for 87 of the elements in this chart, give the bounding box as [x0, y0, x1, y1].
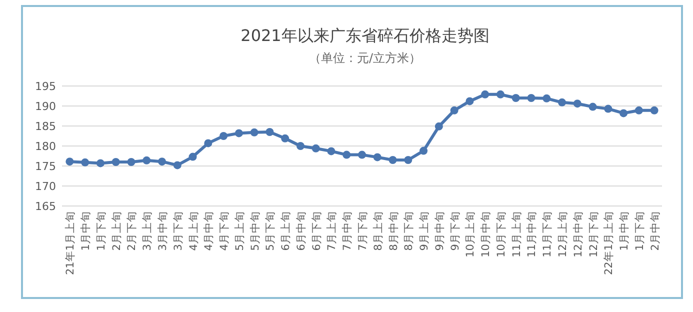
point: [496, 90, 504, 98]
point: [266, 128, 274, 136]
x-tick-label: 3月上旬: [140, 211, 154, 251]
point: [173, 161, 182, 170]
y-tick-label: 165: [35, 200, 56, 213]
chart-subtitle: （单位：元/立方米）: [308, 51, 422, 65]
x-tick-label: 8月下旬: [403, 211, 416, 251]
x-tick-label: 1月下旬: [95, 211, 108, 251]
point: [188, 152, 197, 161]
point: [558, 98, 566, 106]
x-tick-label: 11月上旬: [510, 211, 523, 258]
x-tick-label: 3月下旬: [172, 211, 184, 251]
x-tick-label: 22年1月上旬: [602, 211, 616, 276]
point: [220, 132, 228, 140]
y-tick-label: 195: [35, 80, 56, 93]
x-tick-label: 11月中旬: [525, 211, 538, 258]
point: [650, 106, 658, 114]
point: [573, 100, 582, 108]
x-tick-label: 3月中旬: [156, 211, 169, 251]
point: [588, 102, 597, 111]
y-tick-label: 180: [35, 140, 56, 153]
point: [250, 128, 258, 136]
x-tick-label: 12月上旬: [556, 211, 569, 258]
point: [542, 94, 551, 102]
x-tick-label: 2月下旬: [126, 211, 138, 251]
point: [481, 90, 490, 98]
point: [604, 104, 612, 113]
x-tick-label: 21年1月上旬: [64, 211, 77, 276]
x-tick-label: 5月下旬: [264, 211, 277, 251]
x-tick-label: 7月上旬: [325, 211, 338, 251]
point: [388, 156, 397, 164]
x-tick-label: 9月中旬: [432, 211, 446, 251]
x-tick-label: 10月中旬: [479, 211, 492, 258]
point: [634, 106, 643, 114]
x-tick-label: 6月中旬: [294, 211, 308, 251]
x-tick-label: 4月中旬: [202, 211, 216, 251]
x-tick-label: 10月下旬: [495, 211, 508, 258]
x-tick-label: 6月上旬: [279, 211, 292, 251]
point: [327, 147, 336, 156]
point: [512, 94, 520, 102]
point: [204, 139, 212, 148]
x-tick-label: 2月中旬: [648, 211, 662, 251]
x-tick-label: 10月上旬: [464, 211, 477, 258]
x-tick-label: 9月上旬: [418, 211, 431, 251]
x-tick-label: 5月上旬: [232, 211, 246, 251]
point: [450, 106, 458, 114]
point: [312, 144, 320, 152]
x-tick-label: 12月中旬: [571, 211, 584, 258]
x-tick-label: 7月下旬: [357, 211, 369, 251]
point: [66, 158, 74, 166]
point: [527, 94, 536, 102]
y-tick-label: 175: [35, 160, 56, 173]
point: [620, 109, 628, 118]
point: [404, 156, 412, 164]
point: [281, 134, 290, 142]
x-tick-label: 5月中旬: [248, 211, 262, 251]
point: [81, 158, 90, 166]
x-tick-label: 7月中旬: [340, 211, 354, 251]
y-tick-label: 190: [35, 100, 56, 113]
point: [342, 150, 351, 159]
point: [420, 146, 428, 155]
point: [358, 150, 366, 159]
point: [296, 142, 304, 150]
point: [142, 156, 151, 164]
point: [96, 159, 104, 168]
y-tick-label: 170: [35, 180, 56, 193]
y-tick-label: 185: [35, 120, 56, 133]
x-tick-label: 1月下旬: [634, 211, 646, 251]
point: [127, 158, 136, 166]
x-tick-label: 2月上旬: [110, 211, 123, 251]
point: [373, 153, 382, 162]
point: [234, 129, 243, 138]
point: [434, 122, 443, 130]
x-tick-label: 9月下旬: [449, 211, 462, 251]
x-tick-label: 1月中旬: [618, 211, 631, 251]
x-tick-label: 8月上旬: [371, 211, 384, 251]
chart-title: 2021年以来广东省碎石价格走势图: [240, 26, 490, 45]
x-tick-label: 4月下旬: [218, 211, 231, 251]
x-tick-label: 1月中旬: [79, 211, 92, 251]
x-tick-label: 11月下旬: [542, 211, 554, 258]
point: [466, 97, 474, 106]
x-tick-label: 12月下旬: [588, 211, 600, 258]
point: [158, 158, 166, 166]
point: [112, 158, 120, 166]
x-tick-label: 8月中旬: [386, 211, 400, 251]
x-tick-label: 4月上旬: [186, 211, 200, 251]
x-tick-label: 6月下旬: [310, 211, 323, 251]
